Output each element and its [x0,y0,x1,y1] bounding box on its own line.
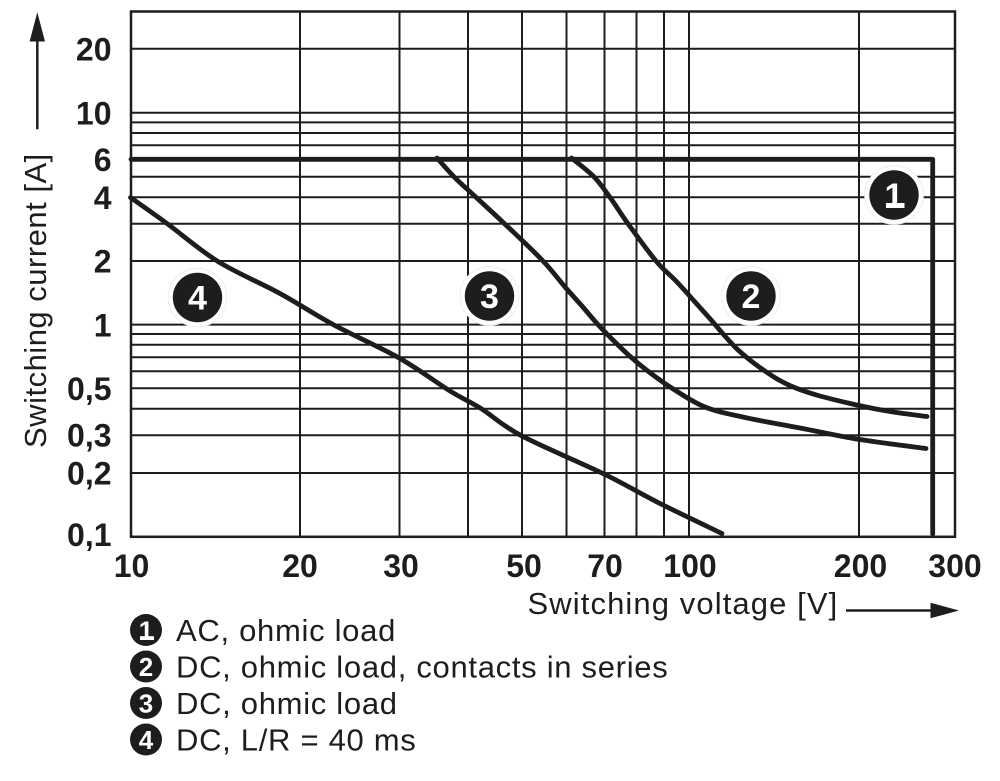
svg-text:30: 30 [383,548,419,584]
svg-text:0,5: 0,5 [67,371,111,407]
svg-text:Switching current [A]: Switching current [A] [18,153,53,448]
svg-text:2: 2 [742,278,761,316]
svg-text:100: 100 [663,548,716,584]
svg-text:20: 20 [282,548,318,584]
svg-text:70: 70 [587,548,623,584]
svg-text:10: 10 [76,96,112,132]
svg-text:DC, L/R = 40 ms: DC, L/R = 40 ms [176,723,417,758]
svg-text:300: 300 [928,548,981,584]
svg-text:4: 4 [188,280,207,318]
svg-text:3: 3 [139,689,153,719]
svg-text:Switching voltage [V]: Switching voltage [V] [528,586,839,621]
svg-text:3: 3 [480,278,499,316]
svg-text:20: 20 [76,32,112,68]
svg-text:200: 200 [834,548,887,584]
svg-text:1: 1 [139,616,153,646]
svg-text:DC, ohmic load: DC, ohmic load [176,686,398,721]
svg-text:0,1: 0,1 [67,517,111,553]
svg-text:1: 1 [885,177,904,215]
svg-text:6: 6 [94,142,112,178]
svg-text:50: 50 [506,548,542,584]
svg-text:0,2: 0,2 [67,456,111,492]
svg-text:4: 4 [94,180,112,216]
svg-text:4: 4 [139,725,154,755]
svg-text:2: 2 [94,244,112,280]
svg-text:10: 10 [114,548,150,584]
svg-text:1: 1 [94,308,112,344]
svg-text:0,3: 0,3 [67,418,111,454]
svg-text:AC, ohmic load: AC, ohmic load [176,613,396,648]
svg-text:2: 2 [139,652,153,682]
svg-text:DC, ohmic load, contacts in se: DC, ohmic load, contacts in series [176,650,668,685]
